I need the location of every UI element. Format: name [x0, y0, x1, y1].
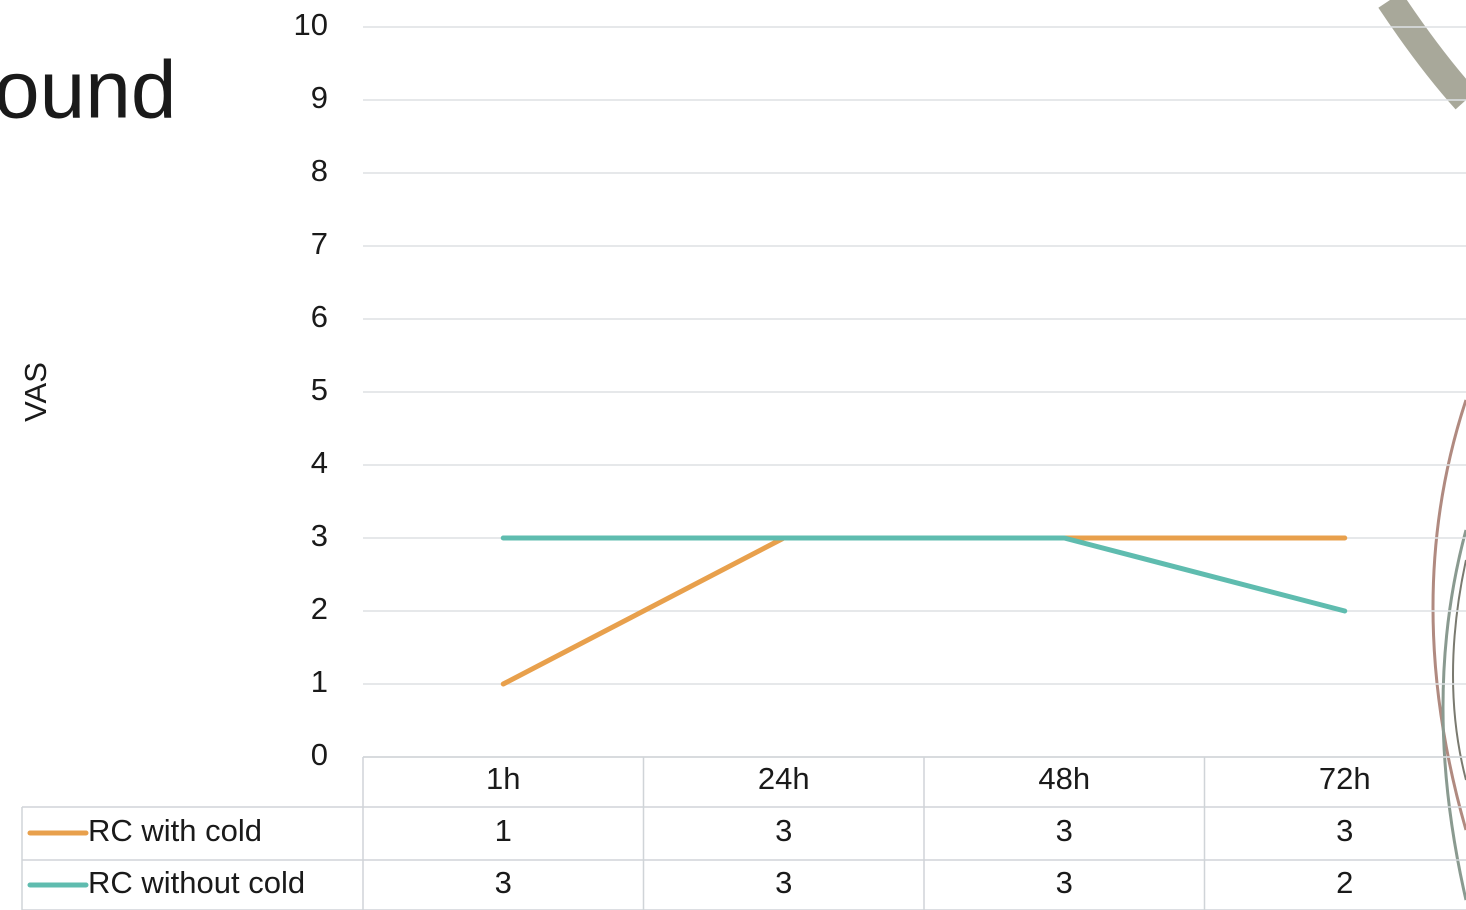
table-value: 3 — [1056, 865, 1073, 900]
table-value: 3 — [1336, 813, 1353, 848]
series-line — [503, 538, 1345, 611]
y-tick-label: 10 — [294, 7, 328, 42]
decor-arc — [1390, 0, 1466, 100]
table-value: 3 — [1056, 813, 1073, 848]
y-tick-label: 1 — [311, 664, 328, 699]
y-tick-label: 3 — [311, 518, 328, 553]
y-tick-label: 7 — [311, 226, 328, 261]
table-value: 1 — [495, 813, 512, 848]
table-value: 3 — [775, 865, 792, 900]
x-tick-label: 24h — [758, 761, 810, 796]
slide-title: ound — [0, 45, 176, 136]
decoration — [1390, 0, 1466, 900]
y-tick-label: 9 — [311, 80, 328, 115]
y-tick-label: 8 — [311, 153, 328, 188]
x-tick-label: 72h — [1319, 761, 1371, 796]
x-tick-label: 1h — [486, 761, 520, 796]
x-tick-label: 48h — [1038, 761, 1090, 796]
table-value: 3 — [775, 813, 792, 848]
legend-label: RC with cold — [88, 813, 262, 848]
decor-arc — [1453, 560, 1466, 780]
y-tick-label: 5 — [311, 372, 328, 407]
legend-label: RC without cold — [88, 865, 305, 900]
y-tick-label: 6 — [311, 299, 328, 334]
y-tick-label: 2 — [311, 591, 328, 626]
table-value: 3 — [495, 865, 512, 900]
slide: ound VAS 0 1 2 3 4 5 6 7 8 9 10 1h 24h 48h 72h RC with … — [0, 0, 1466, 910]
y-axis-label: VAS — [18, 362, 53, 422]
y-tick-label: 0 — [311, 737, 328, 772]
y-tick-label: 4 — [311, 445, 328, 480]
table-value: 2 — [1336, 865, 1353, 900]
